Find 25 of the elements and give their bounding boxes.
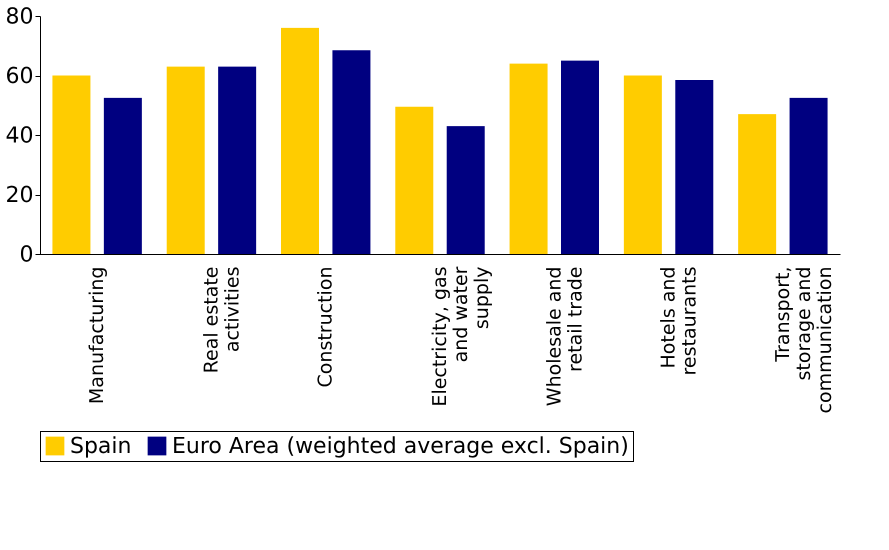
y-tick-label: 80 [6, 4, 34, 30]
bar [624, 76, 662, 254]
y-tick-label: 60 [6, 64, 34, 89]
x-tick-label: Electricity, gas and water supply [429, 266, 493, 407]
bar [790, 98, 828, 254]
bar [738, 114, 776, 254]
bar [52, 76, 90, 254]
bar [104, 98, 142, 254]
bar [395, 106, 434, 254]
bar [446, 126, 485, 254]
bar [166, 66, 205, 254]
y-tick-label: 0 [20, 242, 34, 268]
bar [561, 60, 599, 254]
bar [218, 66, 256, 254]
x-tick-label: Real estate activities [200, 266, 244, 374]
y-tick-label: 40 [6, 124, 34, 148]
bar [675, 80, 714, 254]
x-tick-label: Construction [314, 266, 337, 388]
bar [332, 50, 370, 254]
y-tick-label: 20 [6, 183, 34, 208]
x-tick-label: Manufacturing [86, 266, 108, 404]
legend-label: Euro Area (weighted average excl. Spain) [172, 434, 629, 459]
legend-label: Spain [70, 434, 132, 459]
bar [510, 64, 548, 254]
bar [281, 28, 319, 254]
